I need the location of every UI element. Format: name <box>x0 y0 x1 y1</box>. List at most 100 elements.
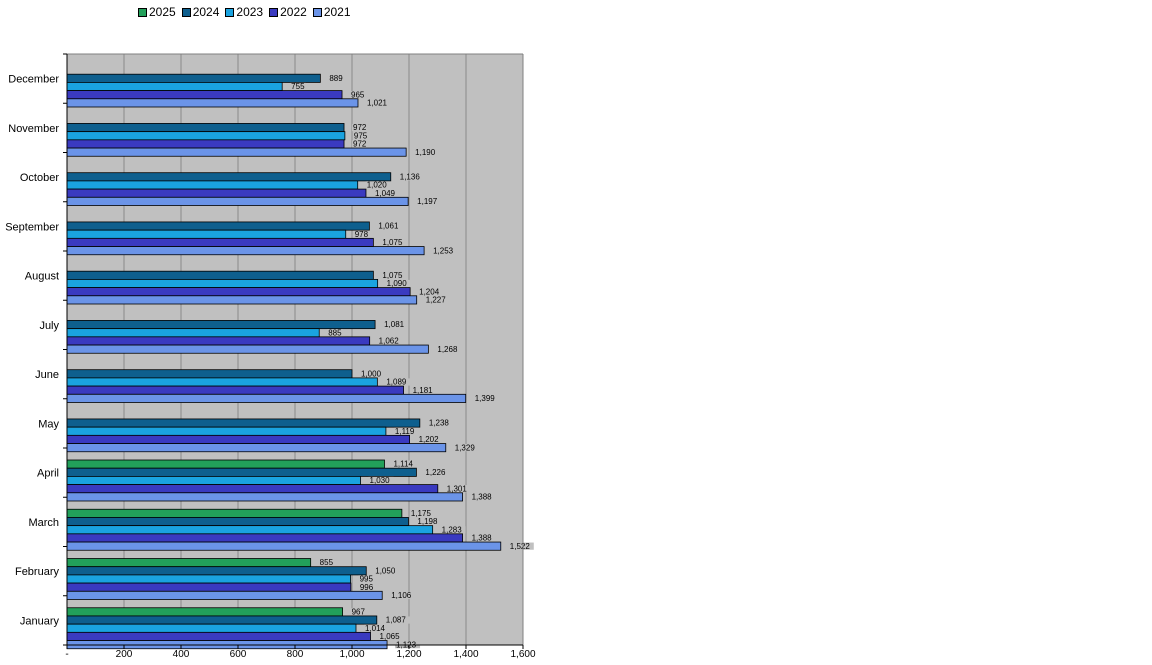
data-label: 975 <box>354 131 368 140</box>
legend-item: 2021 <box>312 5 351 19</box>
legend-swatch <box>312 7 322 17</box>
data-label: 978 <box>355 230 369 239</box>
bar <box>66 418 421 428</box>
bar <box>66 508 403 518</box>
data-label-bg <box>363 624 389 632</box>
legend: 2025 2024 2023 2022 2021 <box>138 4 357 20</box>
legend-label: 2022 <box>280 5 307 19</box>
data-label: 1,106 <box>391 591 412 600</box>
data-label: 1,522 <box>510 542 531 551</box>
legend-item: 2025 <box>138 5 176 19</box>
bar <box>66 377 378 387</box>
bar <box>66 434 410 444</box>
data-label: 889 <box>329 74 343 83</box>
bar <box>66 90 343 100</box>
data-label-bg <box>385 279 411 288</box>
data-label: 1,226 <box>425 468 446 477</box>
data-label-bg <box>327 329 344 337</box>
x-tick-label: - <box>65 649 68 660</box>
bar <box>66 582 352 592</box>
data-label-bg <box>360 370 385 378</box>
bar <box>66 328 320 338</box>
x-tick-label: 1,600 <box>510 649 535 660</box>
data-label-bg <box>381 238 407 247</box>
data-label: 1,075 <box>382 271 403 280</box>
bar <box>66 574 351 584</box>
data-label-bg <box>440 526 466 534</box>
data-label: 1,388 <box>472 534 493 543</box>
data-label-bg <box>417 435 443 444</box>
data-label: 1,197 <box>417 197 438 206</box>
data-label-bg <box>398 173 424 181</box>
data-label-bg <box>383 320 409 329</box>
bar <box>66 295 418 305</box>
data-label-bg <box>390 591 416 599</box>
data-label-bg <box>385 378 411 386</box>
legend-label: 2023 <box>236 5 264 19</box>
data-label-bg <box>392 460 418 468</box>
bar <box>66 631 371 641</box>
bar <box>66 393 467 403</box>
data-label-bg <box>436 345 462 353</box>
data-label: 1,020 <box>367 181 388 190</box>
data-label-bg <box>328 74 345 82</box>
x-tick-label: 200 <box>116 649 133 660</box>
legend-label: 2025 <box>149 5 176 19</box>
data-label: 1,000 <box>361 369 382 378</box>
y-tick-label: December <box>8 74 59 86</box>
data-label: 1,030 <box>370 476 391 485</box>
legend-swatch <box>181 7 191 17</box>
data-label-bg <box>424 296 450 304</box>
bar <box>66 558 312 568</box>
data-label: 855 <box>320 558 334 567</box>
bar <box>66 533 463 543</box>
data-label: 1,087 <box>386 616 407 625</box>
data-label: 1,081 <box>384 320 405 329</box>
data-label: 996 <box>360 583 374 592</box>
data-label: 1,283 <box>442 525 463 534</box>
x-tick-label: 1,400 <box>453 649 478 660</box>
bar <box>66 541 502 551</box>
data-label: 1,268 <box>437 345 458 354</box>
bar <box>66 196 409 206</box>
data-label-bg <box>350 608 367 616</box>
bar <box>66 180 359 190</box>
bar <box>66 344 429 354</box>
data-label-bg <box>368 476 394 485</box>
x-tick-label: 1,000 <box>339 649 364 660</box>
data-label-bg <box>473 394 499 402</box>
data-label-bg <box>470 493 496 501</box>
bar <box>66 270 374 280</box>
y-tick-label: November <box>8 123 59 135</box>
data-label-bg <box>353 230 370 238</box>
x-tick-label: 600 <box>230 649 247 660</box>
bar <box>66 123 345 133</box>
data-label-bg <box>318 559 335 567</box>
bar <box>66 459 385 469</box>
y-tick-label: March <box>28 517 59 529</box>
y-tick-label: September <box>5 221 59 233</box>
data-label-bg <box>352 123 368 132</box>
data-label: 1,253 <box>433 246 454 255</box>
y-tick-label: August <box>25 271 59 283</box>
data-label: 1,329 <box>455 443 476 452</box>
data-label: 1,175 <box>411 509 432 518</box>
bar <box>66 139 345 149</box>
data-label: 965 <box>351 90 365 99</box>
bar <box>66 278 379 288</box>
data-label-bg <box>365 181 391 189</box>
data-label: 1,050 <box>375 566 396 575</box>
data-label: 1,198 <box>417 517 438 526</box>
data-label: 1,062 <box>379 337 400 346</box>
x-tick-label: 400 <box>173 649 190 660</box>
data-label-bg <box>365 99 391 107</box>
data-label: 1,399 <box>475 394 496 403</box>
bar <box>66 369 353 379</box>
data-label: 1,014 <box>365 624 386 633</box>
bar <box>66 221 370 231</box>
bar <box>66 385 404 395</box>
data-label: 1,388 <box>472 493 493 502</box>
data-label: 1,136 <box>400 172 421 181</box>
